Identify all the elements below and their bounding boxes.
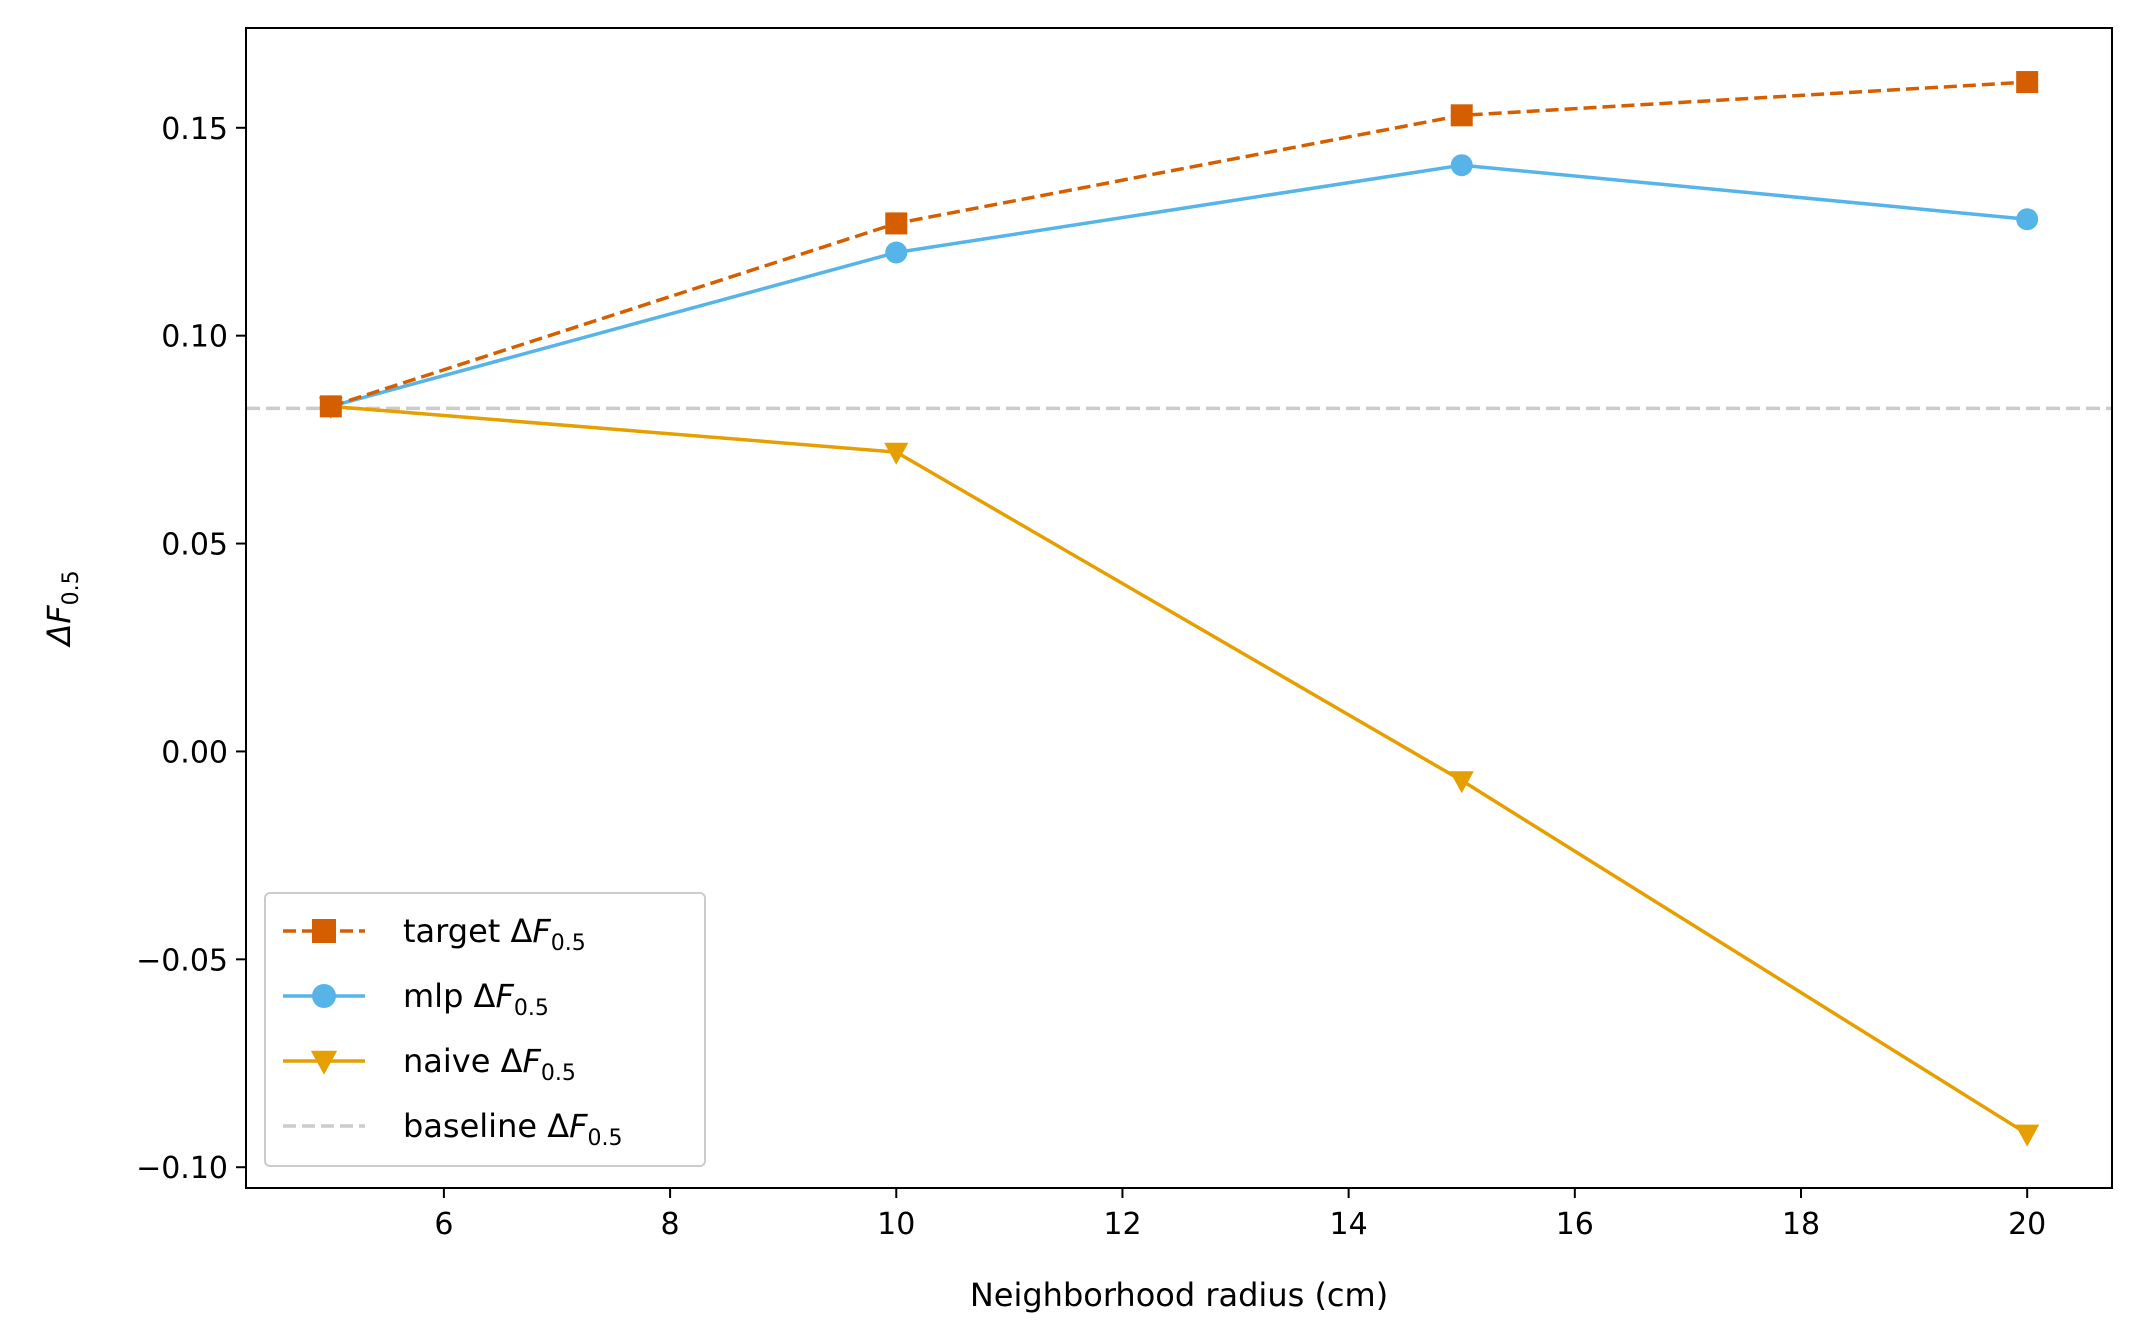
legend-item: target ΔF0.5 [283, 912, 586, 956]
y-tick-label: 0.10 [161, 320, 228, 355]
data-point [2016, 208, 2039, 231]
y-axis-label-main: ΔF [40, 605, 78, 649]
x-tick-label: 12 [1103, 1207, 1141, 1242]
series-line [330, 404, 2029, 1136]
x-tick-label: 8 [661, 1207, 680, 1242]
legend-item: baseline ΔF0.5 [283, 1107, 623, 1151]
data-point [885, 212, 908, 235]
series-line [330, 80, 2028, 409]
y-tick-label: −0.05 [136, 943, 228, 978]
data-point [884, 442, 909, 465]
data-point [2016, 71, 2039, 94]
data-point [1450, 154, 1473, 177]
legend-marker [310, 1050, 338, 1075]
data-point [319, 395, 342, 418]
x-tick-label: 10 [877, 1207, 915, 1242]
data-point [2015, 1124, 2040, 1147]
y-axis: −0.10 −0.05 0.00 0.05 0.10 0.15 [136, 112, 246, 1186]
legend-marker [312, 984, 336, 1008]
data-point [885, 241, 908, 264]
legend-label: target ΔF0.5 [403, 912, 586, 956]
y-axis-label-sub: 0.5 [59, 570, 84, 605]
x-axis-label: Neighborhood radius (cm) [970, 1276, 1388, 1314]
x-tick-label: 16 [1556, 1207, 1594, 1242]
y-tick-label: 0.15 [161, 112, 228, 147]
data-point [1450, 104, 1473, 127]
y-tick-label: −0.10 [136, 1151, 228, 1186]
legend-marker [312, 919, 336, 943]
legend: target ΔF0.5 mlp ΔF0.5 naive ΔF0.5 baseline… [264, 892, 706, 1167]
legend-label: baseline ΔF0.5 [403, 1107, 623, 1151]
axes-frame [245, 27, 2113, 1189]
legend-label: naive ΔF0.5 [403, 1042, 576, 1086]
legend-label: mlp ΔF0.5 [403, 977, 549, 1021]
y-tick-label: 0.00 [161, 735, 228, 770]
x-tick-label: 18 [1782, 1207, 1820, 1242]
legend-item: mlp ΔF0.5 [283, 977, 549, 1021]
legend-box [264, 892, 706, 1167]
series-line [330, 163, 2028, 409]
y-tick-label: 0.05 [161, 528, 228, 563]
x-tick-label: 6 [434, 1207, 453, 1242]
data-point [1449, 771, 1474, 794]
legend-item: naive ΔF0.5 [283, 1042, 576, 1086]
x-axis: 6 8 10 12 14 16 18 20 [434, 1188, 2046, 1242]
series-target [319, 71, 2039, 418]
x-tick-label: 14 [1330, 1207, 1368, 1242]
x-tick-label: 20 [2008, 1207, 2046, 1242]
y-axis-label: ΔF0.5 [40, 570, 84, 648]
plot-area [246, 71, 2112, 1147]
